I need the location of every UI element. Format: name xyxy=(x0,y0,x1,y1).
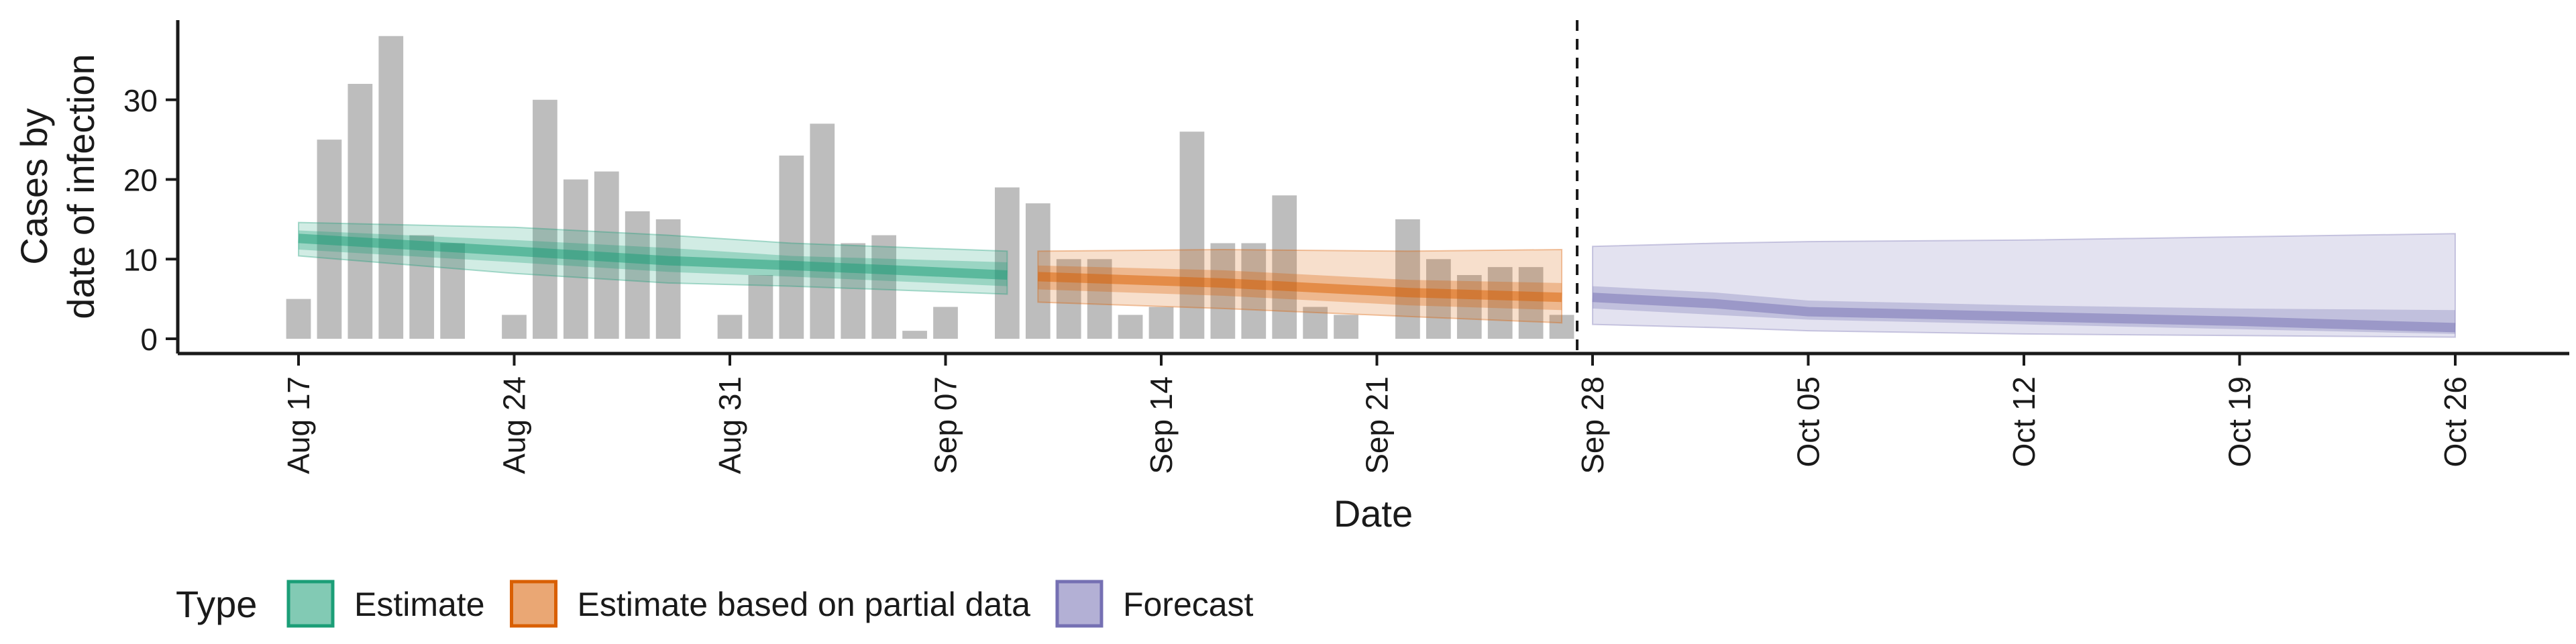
x-tick-label: Sep 21 xyxy=(1360,376,1395,474)
bar xyxy=(871,235,897,339)
bar xyxy=(1025,203,1051,339)
bar xyxy=(902,331,927,339)
bar xyxy=(841,243,866,339)
bar xyxy=(1118,315,1143,339)
bar xyxy=(933,307,958,339)
legend: Type Estimate Estimate based on partial d… xyxy=(176,580,1254,628)
bar xyxy=(347,84,373,339)
bar xyxy=(994,187,1020,339)
bar xyxy=(1549,315,1574,339)
bar xyxy=(625,211,650,339)
bar xyxy=(1518,267,1544,339)
bar xyxy=(1241,243,1267,339)
y-tick-label: 30 xyxy=(123,83,158,118)
y-axis-label-line-1: Cases by xyxy=(13,108,55,264)
bar xyxy=(1148,307,1174,339)
bar xyxy=(1210,243,1236,339)
bar xyxy=(655,219,681,339)
bar xyxy=(810,123,835,339)
series-estimate-based-on-partial-data xyxy=(1037,248,1563,324)
legend-swatch xyxy=(1055,580,1104,628)
legend-item: Forecast xyxy=(1055,580,1254,628)
legend-title: Type xyxy=(176,583,257,625)
x-tick-label: Oct 26 xyxy=(2438,376,2473,468)
bar xyxy=(717,315,743,339)
y-ticks: 0 10 20 30 xyxy=(123,83,178,357)
x-axis-label: Date xyxy=(1334,492,1413,535)
legend-swatch xyxy=(286,580,335,628)
x-tick-label: Sep 14 xyxy=(1144,376,1179,474)
bar xyxy=(1087,259,1112,339)
legend-label: Forecast xyxy=(1123,586,1254,623)
bar xyxy=(409,235,435,339)
axes xyxy=(176,20,2569,356)
series-estimate xyxy=(298,221,1008,295)
bar xyxy=(1426,259,1451,339)
bar xyxy=(502,315,527,339)
y-tick-label: 20 xyxy=(123,163,158,198)
legend-item: Estimate based on partial data xyxy=(510,580,1031,628)
bar xyxy=(440,243,466,339)
series-forecast xyxy=(1592,233,2456,338)
bar xyxy=(1272,195,1297,339)
bar xyxy=(1456,275,1482,339)
x-tick-label: Aug 17 xyxy=(281,376,316,474)
x-tick-label: Sep 28 xyxy=(1575,376,1610,474)
legend-swatch xyxy=(510,580,558,628)
bar xyxy=(1179,131,1205,339)
legend-label: Estimate xyxy=(354,586,485,623)
bar xyxy=(1395,219,1420,339)
y-axis-label-line-2: date of infection xyxy=(60,54,102,319)
x-tick-label: Aug 24 xyxy=(497,376,532,474)
legend-item: Estimate xyxy=(286,580,485,628)
bar xyxy=(1303,307,1328,339)
x-tick-label: Oct 19 xyxy=(2222,376,2257,468)
observed-bars xyxy=(286,36,1574,339)
median-line xyxy=(298,233,1008,280)
bar xyxy=(1056,259,1081,339)
median-line xyxy=(1592,292,2456,333)
bar xyxy=(286,299,311,339)
bar xyxy=(378,36,404,339)
bar xyxy=(533,99,557,339)
bar xyxy=(1334,315,1358,339)
x-tick-label: Aug 31 xyxy=(712,376,747,474)
median-line xyxy=(1038,272,1562,303)
x-tick-label: Oct 12 xyxy=(2006,376,2041,468)
bar xyxy=(779,155,804,339)
x-tick-label: Sep 07 xyxy=(928,376,963,474)
estimate-bands xyxy=(298,221,2456,338)
y-tick-label: 0 xyxy=(140,322,158,357)
y-tick-label: 10 xyxy=(123,242,158,277)
x-ticks: Aug 17 Aug 24 Aug 31 Sep 07 Sep 14 Sep 21 Sep … xyxy=(281,354,2473,474)
bar xyxy=(748,275,773,339)
legend-label: Estimate based on partial data xyxy=(578,586,1031,623)
bar xyxy=(1487,267,1513,339)
x-tick-label: Oct 05 xyxy=(1791,376,1826,468)
